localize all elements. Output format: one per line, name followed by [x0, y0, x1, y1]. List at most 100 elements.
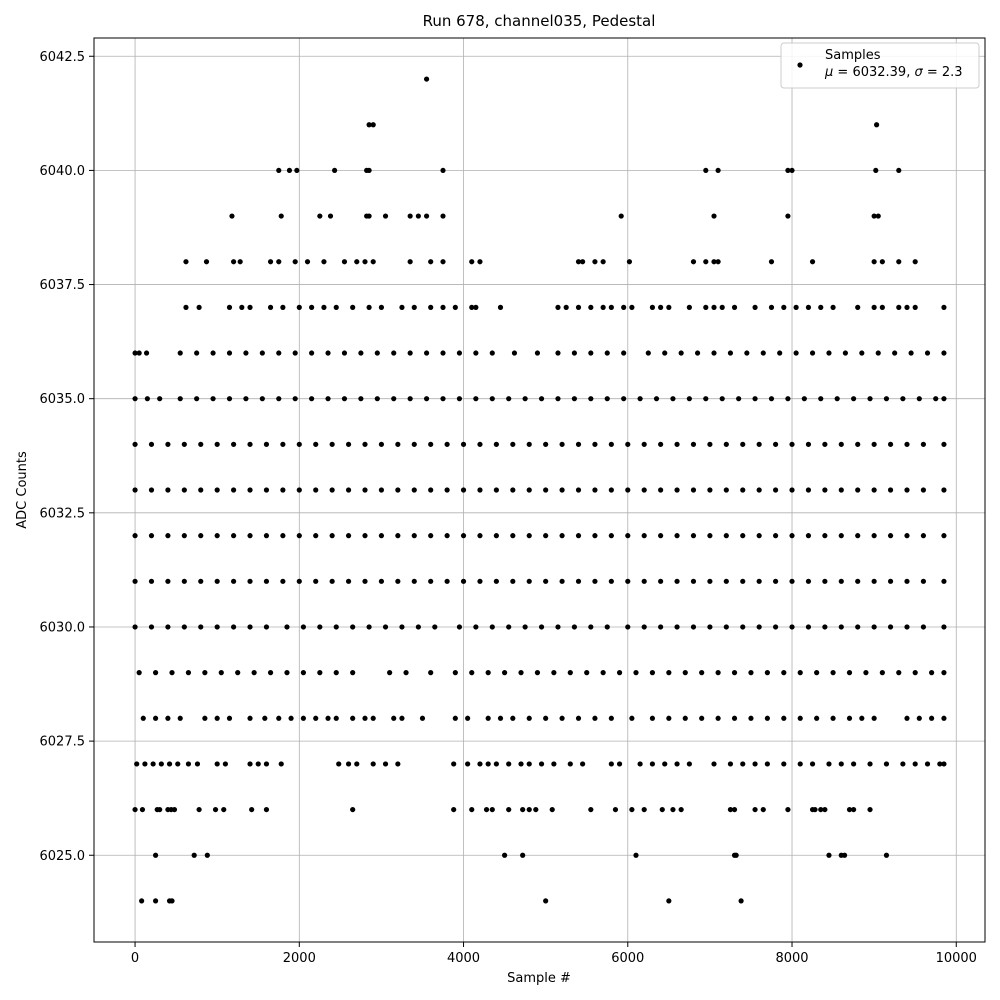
data-point: [237, 259, 243, 265]
data-point: [148, 578, 155, 584]
data-point: [411, 441, 417, 447]
data-point: [175, 761, 181, 767]
data-point: [740, 624, 746, 630]
data-point: [912, 259, 918, 265]
data-point: [278, 761, 284, 767]
data-point: [428, 441, 434, 447]
data-point: [411, 533, 417, 539]
data-point: [214, 441, 220, 447]
data-point: [690, 578, 697, 584]
data-point: [715, 670, 721, 676]
data-point: [604, 350, 610, 356]
data-point: [132, 396, 138, 402]
data-point: [177, 350, 183, 356]
data-point: [900, 761, 906, 767]
data-point: [194, 350, 200, 356]
data-point: [809, 259, 816, 265]
data-point: [506, 624, 512, 630]
data-point: [571, 396, 578, 402]
data-point: [247, 715, 253, 721]
data-point: [440, 350, 446, 356]
data-point: [575, 533, 582, 539]
data-point: [370, 122, 376, 128]
data-point: [378, 533, 385, 539]
data-point: [477, 487, 483, 493]
data-point: [276, 396, 282, 402]
data-point: [263, 487, 270, 493]
data-point: [559, 578, 565, 584]
data-point: [247, 578, 253, 584]
plot-frame: [93, 37, 986, 943]
data-point: [139, 806, 146, 813]
data-point: [341, 350, 348, 356]
data-point: [543, 487, 549, 493]
data-point: [616, 761, 623, 767]
data-point: [703, 259, 709, 265]
data-point: [738, 898, 744, 904]
data-point: [616, 670, 623, 676]
data-point: [822, 441, 828, 447]
data-point: [904, 578, 910, 584]
data-point: [362, 533, 368, 539]
data-point: [805, 624, 812, 630]
data-point: [493, 761, 499, 767]
data-point: [822, 487, 828, 493]
data-point: [313, 578, 319, 584]
legend-marker: [797, 62, 803, 68]
legend-sigma-symbol: σ: [914, 65, 923, 80]
data-point: [883, 396, 890, 402]
data-point: [452, 304, 458, 310]
data-point: [867, 396, 873, 402]
data-point: [920, 624, 927, 630]
data-point: [740, 578, 746, 584]
data-point: [526, 578, 532, 584]
data-point: [608, 761, 614, 767]
data-point: [263, 806, 270, 813]
data-point: [132, 806, 138, 813]
data-point: [588, 350, 594, 356]
data-point: [378, 441, 385, 447]
data-point: [263, 761, 270, 767]
x-axis-ticks: 0 2000 4000 6000 8000 10000: [131, 942, 977, 966]
data-point: [198, 533, 204, 539]
data-point: [772, 487, 779, 493]
data-point: [183, 304, 189, 310]
data-point: [941, 441, 947, 447]
data-point: [391, 396, 397, 402]
data-point: [280, 441, 286, 447]
data-point: [592, 487, 598, 493]
data-point: [226, 304, 233, 310]
data-point: [555, 304, 561, 310]
data-point: [132, 624, 138, 630]
data-point: [440, 259, 446, 265]
data-point: [670, 806, 676, 813]
y-axis-label: ADC Counts: [15, 451, 30, 529]
data-point: [723, 624, 729, 630]
data-point: [715, 167, 721, 174]
data-point: [358, 396, 364, 402]
data-point: [846, 806, 853, 813]
data-point: [941, 670, 947, 676]
data-point: [904, 304, 910, 310]
data-point: [887, 533, 894, 539]
data-point: [662, 350, 668, 356]
legend-mu-text: = 6032.39,: [833, 65, 914, 80]
data-point: [276, 715, 282, 721]
data-point: [920, 533, 927, 539]
data-point: [608, 441, 614, 447]
data-point: [549, 806, 555, 813]
data-point: [662, 761, 668, 767]
data-point: [428, 259, 434, 265]
data-point: [838, 533, 844, 539]
data-point: [520, 806, 526, 813]
data-point: [477, 441, 483, 447]
data-point: [875, 350, 881, 356]
data-point: [526, 533, 532, 539]
data-point: [637, 396, 643, 402]
data-point: [756, 533, 762, 539]
data-point: [231, 533, 237, 539]
data-point: [567, 670, 573, 676]
data-point: [855, 533, 861, 539]
data-point: [321, 304, 327, 310]
data-point: [871, 213, 877, 219]
